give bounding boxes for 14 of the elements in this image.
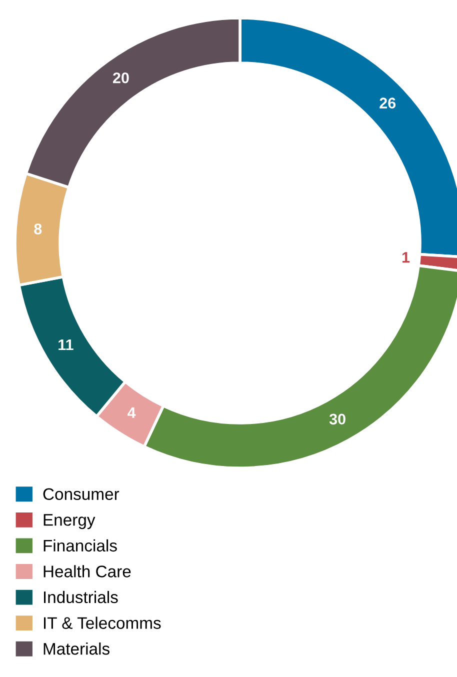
- legend-label: Energy: [44, 514, 96, 530]
- data-label: 4: [127, 407, 136, 418]
- legend-label: Consumer: [43, 488, 120, 500]
- legend-label: IT & Telecomms: [44, 616, 161, 629]
- legend-label: Industrials: [44, 590, 118, 604]
- data-label: 11: [58, 340, 74, 350]
- legend-label: Health Care: [44, 565, 131, 578]
- data-label: 20: [113, 72, 129, 84]
- data-label: 8: [34, 224, 42, 234]
- data-label: 1: [402, 252, 410, 263]
- data-label: 26: [380, 98, 396, 108]
- data-label: 30: [329, 414, 346, 425]
- legend-label: Financials: [44, 539, 117, 552]
- legend-label: Materials: [44, 642, 110, 655]
